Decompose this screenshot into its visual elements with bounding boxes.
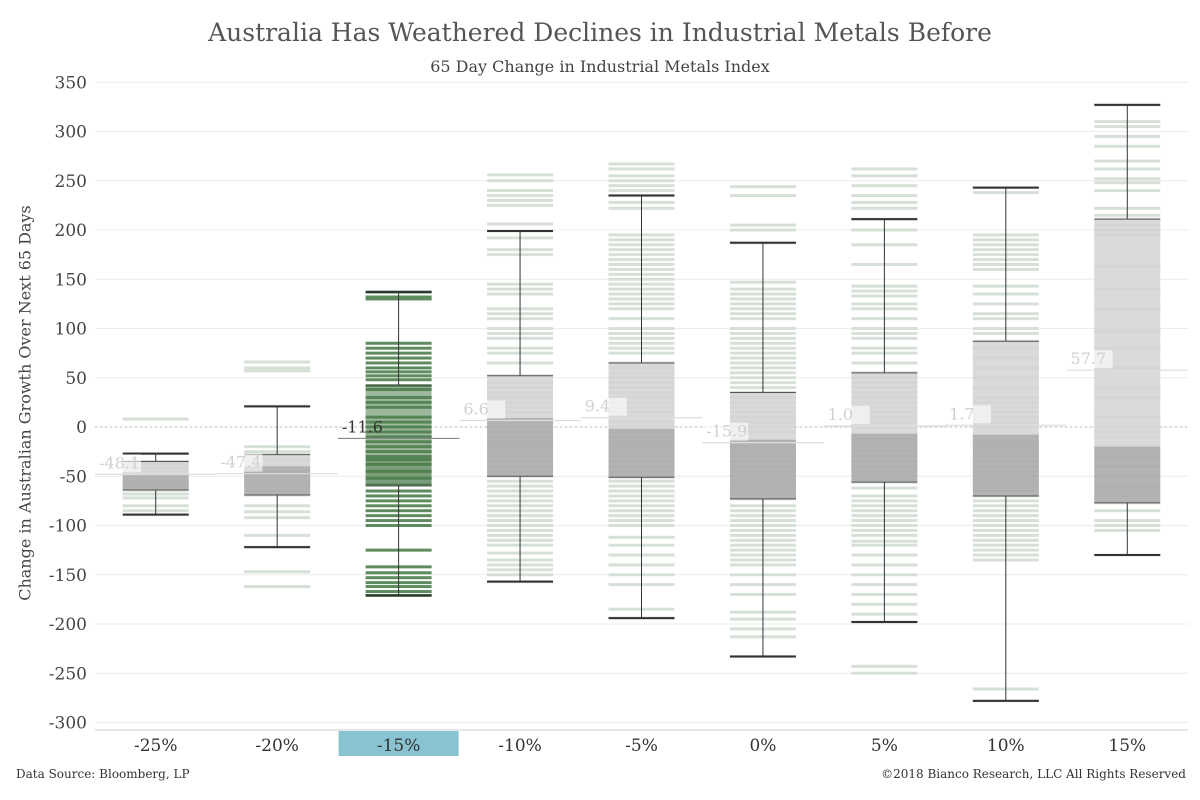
observation-line: [851, 174, 918, 178]
mean-label-background: [582, 397, 627, 416]
y-tick-label: -100: [49, 517, 87, 537]
x-tick-label: 15%: [1108, 736, 1146, 756]
mean-label: 6.6: [463, 399, 488, 418]
observation-line: [244, 369, 311, 373]
x-tick-label: -25%: [134, 736, 178, 756]
x-tick-label: 10%: [987, 736, 1025, 756]
box-lower: [851, 433, 918, 483]
observation-line: [487, 222, 554, 226]
y-tick-label: -150: [49, 566, 87, 586]
observation-line: [487, 194, 554, 198]
y-tick-label: 350: [55, 73, 87, 93]
y-tick-label: -50: [60, 467, 87, 487]
mean-label-background: [825, 406, 870, 425]
observation-line: [487, 198, 554, 202]
mean-label-background: [461, 400, 506, 419]
data-source-note: Data Source: Bloomberg, LP: [16, 767, 190, 781]
observation-line: [608, 162, 675, 166]
mean-label: 57.7: [1071, 349, 1107, 368]
y-tick-label: 150: [55, 270, 87, 290]
x-tick-label: 5%: [871, 736, 898, 756]
box-upper: [608, 362, 675, 429]
x-tick-label: -5%: [625, 736, 658, 756]
chart-title: Australia Has Weathered Declines in Indu…: [208, 18, 992, 47]
observation-line: [851, 194, 918, 198]
observation-line: [851, 200, 918, 204]
mean-label: -48.1: [99, 453, 140, 472]
observation-line: [487, 189, 554, 193]
observation-line: [851, 184, 918, 188]
observation-line: [244, 366, 311, 370]
observation-line: [244, 360, 311, 364]
observation-line: [851, 167, 918, 171]
x-tick-highlight: [338, 731, 459, 756]
y-tick-label: -200: [49, 615, 87, 635]
mean-label: -15.9: [706, 422, 747, 441]
chart-subtitle: 65 Day Change in Industrial Metals Index: [430, 57, 770, 76]
y-tick-label: 300: [55, 123, 87, 143]
observation-line: [851, 671, 918, 675]
box-lower: [1094, 446, 1161, 503]
box-upper: [851, 372, 918, 434]
observation-line: [851, 206, 918, 210]
box-upper: [244, 454, 311, 467]
x-tick-label: -20%: [255, 736, 299, 756]
box-lower: [972, 434, 1039, 496]
box-upper: [1094, 219, 1161, 447]
observation-line: [487, 179, 554, 183]
box-lower: [487, 418, 554, 477]
observation-line: [608, 167, 675, 171]
observation-line: [729, 185, 796, 189]
mean-label: 1.0: [828, 405, 853, 424]
observation-line: [244, 585, 311, 589]
mean-label-background: [1068, 350, 1113, 369]
y-tick-label: 250: [55, 172, 87, 192]
mean-label: -47.4: [220, 453, 261, 472]
x-tick-label: 0%: [749, 736, 776, 756]
observation-line: [487, 173, 554, 177]
box-lower: [608, 428, 675, 478]
y-tick-label: -300: [49, 714, 87, 734]
y-tick-label: 100: [55, 320, 87, 340]
mean-label: -11.6: [342, 417, 383, 436]
observation-line: [608, 174, 675, 178]
observation-line: [851, 664, 918, 668]
observation-line: [487, 203, 554, 207]
mean-label-background: [947, 405, 992, 424]
x-tick-label: -10%: [498, 736, 542, 756]
y-tick-label: 50: [65, 369, 87, 389]
y-tick-label: 200: [55, 221, 87, 241]
mean-label: 1.7: [949, 404, 974, 423]
box-lower: [365, 459, 432, 486]
box-lower: [122, 475, 189, 491]
observation-line: [608, 179, 675, 183]
box-lower: [729, 439, 796, 499]
copyright-note: ©2018 Bianco Research, LLC All Rights Re…: [881, 767, 1186, 781]
y-tick-label: -250: [49, 664, 87, 684]
observation-line: [608, 184, 675, 188]
observation-line: [729, 223, 796, 227]
observation-line: [244, 570, 311, 574]
mean-label-background: [218, 453, 263, 472]
mean-label-background: [704, 422, 749, 441]
observation-line: [608, 189, 675, 193]
observation-line: [122, 417, 189, 421]
mean-label: 9.4: [585, 397, 610, 416]
observation-line: [729, 228, 796, 232]
y-tick-label: 0: [76, 418, 87, 438]
box-upper: [365, 385, 432, 460]
observation-line: [729, 194, 796, 198]
x-tick-label: -15%: [377, 736, 421, 756]
mean-label-background: [97, 454, 141, 473]
